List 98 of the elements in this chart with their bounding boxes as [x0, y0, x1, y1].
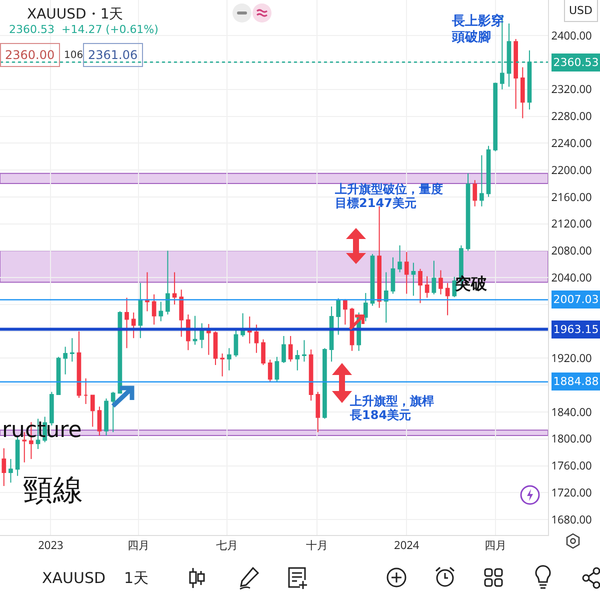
- candlestick: [104, 398, 108, 436]
- ref-line-label: 2360.53: [553, 56, 599, 69]
- candlestick: [166, 250, 170, 316]
- y-tick-label: 1920.00: [551, 351, 592, 366]
- y-tick-label: 2040.00: [551, 270, 592, 286]
- candlestick: [322, 348, 327, 420]
- candlestick: [179, 289, 184, 338]
- candlestick: [90, 394, 95, 428]
- candlestick: [200, 322, 204, 349]
- candlestick: [370, 254, 375, 306]
- candlestick: [124, 297, 129, 349]
- y-tick-label: 2120.00: [551, 216, 592, 232]
- ref-line-label: 1884.88: [553, 375, 599, 388]
- annotation: 2361.06: [88, 48, 138, 62]
- candlestick: [234, 328, 238, 358]
- candlestick: [8, 458, 13, 484]
- y-tick-label: 2280.00: [551, 109, 592, 124]
- text: XAUUSD・1天: [27, 6, 124, 23]
- candlestick: [520, 66, 525, 119]
- y-tick-label: 1760.00: [551, 458, 592, 474]
- candlestick: [2, 448, 6, 486]
- y-tick-label: 2400.00: [551, 28, 592, 44]
- candlestick: [206, 323, 211, 356]
- candlestick: [186, 314, 190, 351]
- candlestick: [404, 252, 409, 294]
- candlestick: [411, 262, 416, 296]
- candlestick: [466, 172, 470, 252]
- candlestick: [390, 256, 396, 294]
- y-tick-label: 2160.00: [551, 190, 592, 205]
- candlestick: [486, 145, 491, 198]
- candlestick: [274, 356, 280, 382]
- candlestick: [398, 244, 402, 273]
- candlestick: [445, 282, 450, 316]
- candlestick: [192, 315, 198, 346]
- candlestick: [158, 301, 164, 322]
- x-tick-label: 十月: [306, 538, 328, 554]
- candlestick: [363, 292, 368, 322]
- candlestick: [288, 336, 293, 362]
- annotation: 上升旗型，旗桿長184美元: [350, 394, 435, 423]
- text: USD: [569, 4, 593, 17]
- y-tick-label: 1800.00: [551, 432, 592, 447]
- y-tick-label: 2080.00: [551, 244, 592, 259]
- candlestick: [424, 276, 430, 298]
- annotation: 上升旗型破位，量度目標2147美元: [335, 182, 444, 211]
- text: 1天: [124, 569, 149, 587]
- candlestick: [336, 298, 341, 336]
- candlestick: [282, 336, 286, 364]
- candlestick: [152, 294, 156, 326]
- candlestick: [76, 330, 82, 398]
- candlestick: [261, 338, 266, 366]
- candlestick: [472, 180, 478, 207]
- ref-line-label: 2007.03: [553, 293, 599, 306]
- candlestick: [70, 338, 74, 362]
- candlestick: [295, 350, 300, 371]
- candlestick: [432, 260, 436, 295]
- x-tick-label: 四月: [484, 538, 506, 554]
- candlestick: [343, 298, 348, 326]
- candlestick: [97, 406, 102, 436]
- y-tick-label: 1840.00: [551, 404, 592, 420]
- candlestick: [418, 268, 422, 304]
- candlestick: [480, 154, 484, 207]
- annotation: 2360.00: [5, 48, 55, 62]
- candlestick: [220, 353, 224, 377]
- x-tick-label: 2023: [38, 538, 64, 554]
- candlestick: [308, 349, 314, 402]
- candlestick: [329, 306, 334, 362]
- candlestick: [254, 324, 259, 354]
- candlestick: [63, 346, 68, 375]
- candlestick: [110, 391, 116, 433]
- candlestick: [145, 272, 150, 312]
- y-tick-label: 1720.00: [551, 486, 592, 501]
- candlestick: [247, 316, 252, 344]
- x-tick-label: 四月: [127, 538, 150, 554]
- text: XAUUSD: [42, 569, 106, 587]
- candlestick: [493, 82, 498, 152]
- candlestick: [514, 38, 518, 110]
- x-tick-label: 七月: [216, 538, 238, 554]
- candlestick: [131, 312, 136, 339]
- candlestick: [384, 272, 388, 324]
- candlestick: [138, 282, 143, 339]
- candlestick: [438, 270, 443, 295]
- x-tick-label: 2024: [394, 538, 420, 554]
- ref-line-label: 1963.15: [553, 323, 599, 336]
- y-tick-label: 2200.00: [551, 162, 592, 178]
- annotation: 106: [64, 50, 84, 61]
- annotation: 頸線: [23, 473, 83, 508]
- y-tick-label: 1680.00: [551, 512, 592, 528]
- candlestick: [213, 330, 218, 366]
- candlestick: [268, 359, 272, 382]
- candlestick: [316, 391, 320, 433]
- y-tick-label: 2320.00: [551, 82, 592, 98]
- candlestick: [240, 312, 245, 338]
- y-tick-label: 2240.00: [551, 136, 592, 152]
- candlestick: [226, 348, 232, 371]
- annotation: 2360.53 +14.27 (+0.61%): [9, 23, 158, 36]
- candlestick: [302, 340, 306, 362]
- candlestick: [84, 378, 88, 404]
- candlestick: [172, 272, 177, 305]
